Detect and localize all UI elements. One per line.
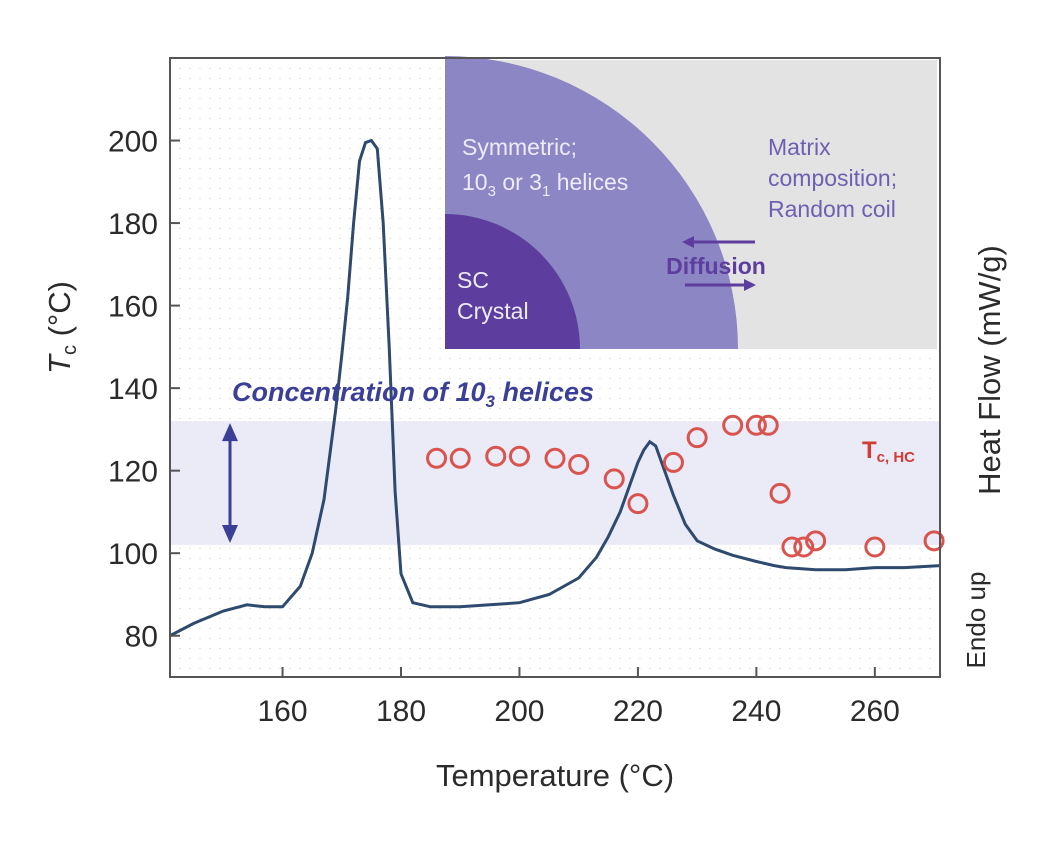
x-tick-label: 240 (731, 695, 781, 728)
tc-hc-point (923, 530, 945, 552)
tc-hc-point (757, 414, 779, 436)
y-tick-label: 160 (108, 291, 158, 324)
matrix-text-line: Matrix (768, 134, 831, 160)
matrix-text-line: Random coil (768, 196, 896, 222)
core-text-line: Crystal (457, 298, 529, 324)
helix-concentration-band (170, 421, 940, 545)
tc-hc-point (508, 445, 530, 467)
y-tick-label: 140 (108, 373, 158, 406)
tc-hc-point (485, 445, 507, 467)
y-axis-label-left: Tc (°C) (42, 281, 81, 374)
x-axis-label: Temperature (°C) (436, 758, 674, 793)
symmetric-text: Symmetric; (462, 134, 577, 160)
band-arrowhead-down (222, 524, 238, 543)
helices-text: 103 or 31 helices (462, 169, 628, 200)
tc-hc-point (745, 414, 767, 436)
y-tick-label: 200 (108, 126, 158, 159)
x-tick-label: 200 (494, 695, 544, 728)
x-tick-label: 160 (258, 695, 308, 728)
morphology-inset: Matrix composition; Random coil Symmetric; 1… (445, 56, 937, 349)
matrix-text-line: composition; (768, 165, 897, 191)
tc-hc-points (426, 414, 945, 558)
diffusion-label: Diffusion (666, 253, 766, 279)
y-tick-label: 100 (108, 538, 158, 571)
y-tick-label: 120 (108, 456, 158, 489)
diffusion-arrowhead-right (744, 279, 756, 291)
band-arrowhead-up (222, 423, 238, 442)
tc-hc-point (449, 447, 471, 469)
tc-hc-point (793, 536, 815, 558)
y-tick-label: 180 (108, 208, 158, 241)
x-axis-ticks: 160 180 200 220 240 260 (258, 667, 900, 728)
x-tick-label: 260 (850, 695, 900, 728)
tc-hc-point (722, 414, 744, 436)
tc-hc-point (603, 468, 625, 490)
band-label: Concentration of 103 helices (232, 377, 594, 411)
y-axis-label-right: Heat Flow (mW/g) (972, 245, 1007, 495)
tc-hc-point (686, 427, 708, 449)
y-axis-ticks: 80 100 120 140 160 180 200 (108, 126, 180, 654)
tc-hc-point (662, 451, 684, 473)
annotations: Concentration of 103 helices Tc, HC (222, 377, 915, 543)
tc-hc-label: Tc, HC (862, 437, 915, 466)
tc-hc-point (781, 536, 803, 558)
y-axis-label-left-text: Tc (°C) (42, 281, 81, 374)
x-tick-label: 220 (613, 695, 663, 728)
plot-frame (169, 57, 941, 678)
tc-hc-point (544, 447, 566, 469)
diffusion-arrowhead-left (682, 236, 694, 248)
tc-hc-point (769, 482, 791, 504)
tc-hc-point (864, 536, 886, 558)
tc-hc-point (568, 453, 590, 475)
tc-hc-point (627, 493, 649, 515)
x-tick-label: 180 (376, 695, 426, 728)
core-text-line: SC (457, 267, 489, 293)
heat-flow-curve (169, 138, 941, 638)
tc-hc-point (426, 447, 448, 469)
endo-up-label: Endo up (961, 572, 991, 669)
sc-crystal-core (445, 214, 580, 349)
tc-hc-point (805, 530, 827, 552)
y-tick-label: 80 (125, 621, 158, 654)
